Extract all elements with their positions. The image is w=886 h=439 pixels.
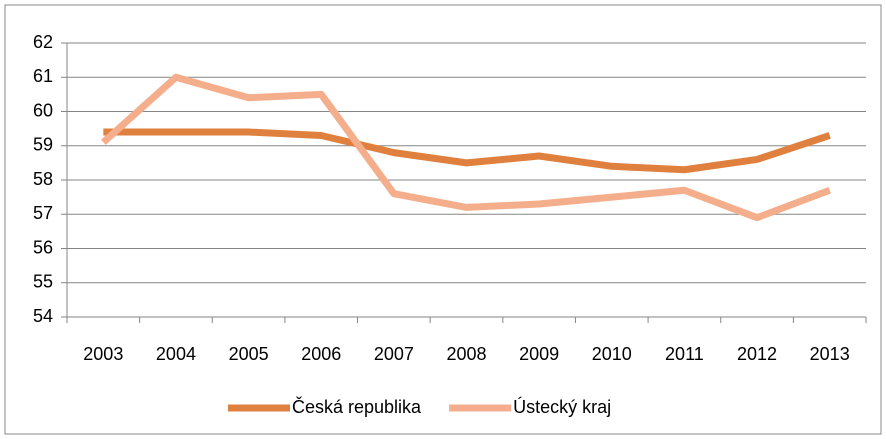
x-tick-label: 2009 [519,344,559,364]
y-tick-label: 58 [33,169,53,189]
x-tick-label: 2008 [446,344,486,364]
y-tick-label: 55 [33,272,53,292]
series-line [100,73,831,222]
x-tick-label: 2004 [156,344,196,364]
y-tick-label: 57 [33,203,53,223]
x-tick-label: 2013 [810,344,850,364]
y-tick-label: 61 [33,66,53,86]
x-tick-label: 2011 [665,344,704,364]
x-tick-label: 2012 [737,344,777,364]
y-tick-label: 60 [33,100,53,120]
x-tick-label: 2010 [592,344,632,364]
y-tick-label: 56 [33,237,53,257]
series-line [103,128,831,174]
chart-frame [4,4,882,435]
x-tick-label: 2005 [229,344,269,364]
legend-label: Ústecký kraj [513,396,611,417]
x-tick-label: 2003 [83,344,123,364]
legend-label: Česká republika [292,396,422,417]
y-tick-label: 59 [33,135,53,155]
y-tick-label: 54 [33,306,53,326]
x-tick-label: 2006 [301,344,341,364]
x-tick-label: 2007 [374,344,414,364]
y-tick-label: 62 [33,32,53,52]
